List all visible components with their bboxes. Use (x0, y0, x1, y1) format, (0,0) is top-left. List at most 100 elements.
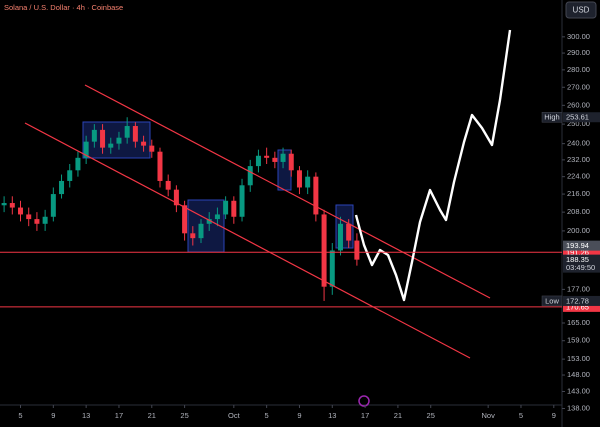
candle-body (42, 216, 48, 224)
level-tag-label: 191.26 (566, 248, 589, 257)
x-tick-label: 17 (361, 411, 369, 420)
candle-body (67, 170, 73, 181)
candle-body (329, 250, 335, 287)
axes: 300.00 290.00 280.00 270.00 260.00 250.00 240.… (0, 32, 600, 420)
candle-body (182, 205, 188, 234)
candle-body (59, 180, 65, 195)
candle-body (296, 170, 302, 188)
x-tick-label: 9 (297, 411, 301, 420)
candle-body (9, 203, 15, 208)
candle-body (173, 189, 179, 206)
y-tick-label: 216.00 (567, 189, 590, 198)
y-tick-label: 240.00 (567, 139, 590, 148)
candle-body (255, 155, 261, 167)
x-tick-label: 21 (394, 411, 402, 420)
candle-body (337, 223, 343, 251)
candles (1, 117, 360, 301)
x-tick-label: Nov (481, 411, 495, 420)
y-tick-label: 143.00 (567, 386, 590, 395)
candle-body (321, 214, 327, 287)
marker-value: 253.61 (566, 113, 589, 122)
candle-body (116, 137, 122, 144)
candle-body (75, 157, 81, 171)
candle-body (124, 126, 130, 138)
x-tick-label: 17 (115, 411, 123, 420)
marker-name: Low (545, 296, 559, 305)
candle-body (165, 180, 171, 190)
candle-body (157, 151, 163, 181)
event-icon[interactable] (358, 395, 370, 407)
candle-body (206, 219, 212, 224)
x-tick-label: 13 (82, 411, 90, 420)
candle-body (34, 219, 40, 224)
level-tag (563, 301, 600, 312)
candle-body (313, 176, 319, 215)
candle-body (214, 214, 220, 220)
price-tag-label: 188.35 (566, 255, 589, 264)
level-tag (563, 247, 600, 258)
y-tick-label: 165.00 (567, 318, 590, 327)
currency-button-box[interactable] (565, 1, 597, 19)
candle-body (132, 126, 138, 142)
candle-body (247, 166, 253, 186)
range-box (187, 199, 225, 253)
candle-body (149, 145, 155, 152)
candle-body (83, 141, 89, 158)
candle-body (100, 129, 106, 148)
currency-button[interactable]: USD (565, 1, 597, 19)
y-tick-label: 153.00 (567, 354, 590, 363)
marker-name: High (544, 113, 559, 122)
candle-body (354, 240, 360, 260)
y-tick-label: 300.00 (567, 32, 590, 41)
currency-button-label[interactable]: USD (573, 6, 590, 15)
channel-upper (84, 84, 491, 299)
candle-body (108, 143, 114, 148)
candle-body (288, 153, 294, 171)
candle-body (223, 200, 229, 215)
candle-body (141, 141, 147, 146)
y-tick-label: 280.00 (567, 65, 590, 74)
marker-tag (563, 112, 600, 123)
candle-body (18, 207, 24, 215)
price-tag-label: 193.94 (566, 241, 589, 250)
y-tick-label: 224.00 (567, 172, 590, 181)
x-tick-label: 5 (265, 411, 269, 420)
x-tick-label: 5 (519, 411, 523, 420)
price-tag (563, 254, 600, 273)
candle-body (346, 223, 352, 241)
candle-body (280, 153, 286, 162)
y-tick-label: 290.00 (567, 48, 590, 57)
y-tick-label: 159.00 (567, 336, 590, 345)
marker-name-tag (541, 111, 563, 123)
marker-tag (563, 295, 600, 306)
y-tick-label: 270.00 (567, 82, 590, 91)
y-tick-label: 200.00 (567, 226, 590, 235)
y-tick-label: 260.00 (567, 100, 590, 109)
level-tag-label: 170.65 (566, 302, 589, 311)
candle-body (26, 214, 32, 220)
drawings (24, 29, 512, 407)
y-tick-label: 148.00 (567, 370, 590, 379)
x-tick-label: 9 (51, 411, 55, 420)
x-tick-label: 5 (18, 411, 22, 420)
candle-body (264, 155, 270, 158)
x-tick-label: 25 (180, 411, 188, 420)
candle-body (231, 200, 237, 217)
y-tick-label: 177.00 (567, 284, 590, 293)
x-tick-label: 21 (148, 411, 156, 420)
y-tick-label: 208.00 (567, 207, 590, 216)
y-tick-label: 250.00 (567, 119, 590, 128)
price-countdown: 03:49:50 (566, 263, 595, 272)
candle-body (50, 194, 56, 217)
candle-body (198, 223, 204, 239)
x-tick-label: 13 (328, 411, 336, 420)
candle-body (190, 233, 196, 239)
y-tick-label: 138.00 (567, 404, 590, 413)
candle-body (272, 157, 278, 162)
marker-value: 172.78 (566, 296, 589, 305)
x-tick-label: Oct (228, 411, 241, 420)
candle-body (239, 185, 245, 217)
x-tick-label: 25 (427, 411, 435, 420)
